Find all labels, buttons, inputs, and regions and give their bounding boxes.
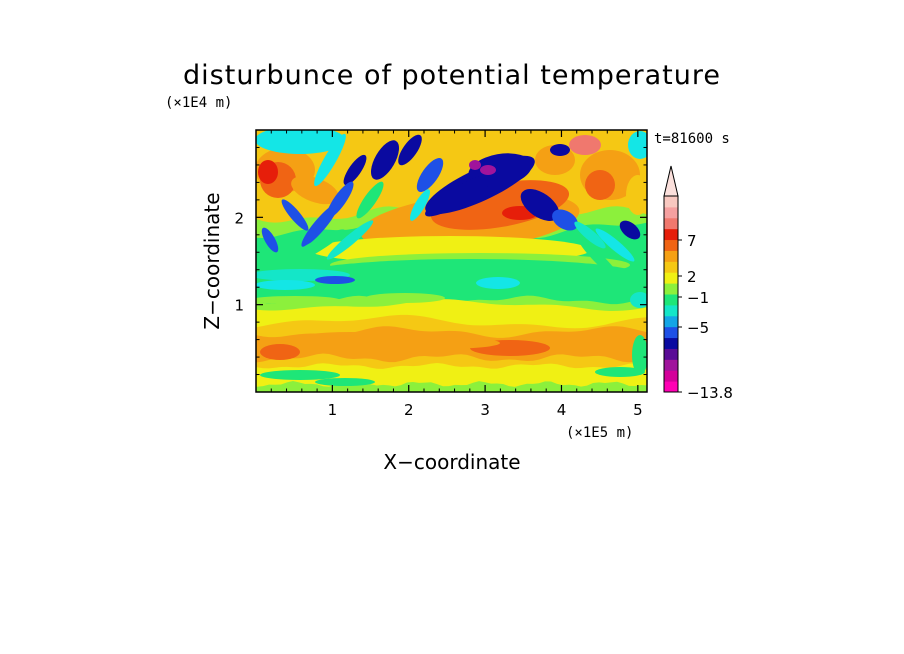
colorbar: 7 2 −1 −5 −13.8 bbox=[663, 165, 733, 402]
colorbar-segment bbox=[664, 206, 678, 219]
contour-cell bbox=[616, 274, 644, 286]
contour-cell bbox=[356, 181, 384, 219]
contour-cell bbox=[480, 165, 496, 175]
contour-cell bbox=[326, 220, 374, 260]
colorbar-label: 7 bbox=[687, 232, 697, 250]
y-tick-label: 1 bbox=[234, 297, 244, 315]
contour-cell bbox=[628, 131, 647, 159]
colorbar-segment bbox=[664, 261, 678, 273]
x-tick-label: 2 bbox=[404, 401, 414, 419]
contour-cell bbox=[258, 160, 278, 184]
colorbar-segment bbox=[664, 250, 678, 262]
contour-cell bbox=[550, 334, 630, 346]
contour-cell bbox=[578, 238, 622, 282]
contour-cell bbox=[574, 221, 606, 249]
x-axis: 1 2 3 4 5 bbox=[270, 130, 643, 419]
colorbar-segment bbox=[664, 381, 678, 393]
contour-cell bbox=[343, 154, 367, 186]
colorbar-label: −1 bbox=[687, 289, 709, 307]
x-axis-unit: (×1E5 m) bbox=[566, 425, 633, 441]
contour-cell bbox=[410, 189, 430, 221]
x-tick-label: 5 bbox=[633, 401, 643, 419]
contour-cell bbox=[315, 276, 355, 284]
contour-cell bbox=[416, 157, 444, 193]
contour-cell bbox=[260, 344, 300, 360]
contour-cell bbox=[315, 378, 375, 386]
colorbar-segment bbox=[664, 228, 678, 241]
contour-cell bbox=[520, 189, 560, 221]
x-tick-label: 4 bbox=[557, 401, 567, 419]
contour-cell bbox=[256, 130, 345, 154]
colorbar-segment bbox=[664, 217, 678, 230]
contour-cell bbox=[314, 133, 346, 187]
contour-cell bbox=[261, 227, 279, 253]
contour-cell bbox=[626, 175, 647, 215]
y-axis-unit: (×1E4 m) bbox=[165, 95, 232, 111]
plot-frame bbox=[255, 129, 648, 393]
plot-area bbox=[256, 130, 647, 392]
contour-cell bbox=[595, 228, 635, 262]
y-tick-label: 2 bbox=[234, 209, 244, 227]
colorbar-segment bbox=[664, 196, 678, 208]
contour-cell bbox=[569, 135, 601, 155]
contour-cells bbox=[256, 130, 647, 386]
x-tick-label: 1 bbox=[328, 401, 338, 419]
colorbar-label: −5 bbox=[687, 319, 709, 337]
x-tick-label: 3 bbox=[480, 401, 490, 419]
y-axis: 12 bbox=[234, 146, 647, 376]
contour-cell bbox=[371, 140, 399, 180]
y-axis-label: Z−coordinate bbox=[200, 192, 224, 329]
contour-cell bbox=[550, 144, 570, 156]
contour-cell bbox=[291, 175, 339, 205]
contour-cell bbox=[469, 160, 481, 170]
colorbar-segment bbox=[664, 294, 678, 306]
colorbar-segment bbox=[664, 337, 678, 349]
colorbar-segment bbox=[664, 315, 678, 328]
colorbar-segment bbox=[664, 348, 678, 360]
colorbar-label: −13.8 bbox=[687, 384, 733, 402]
contour-cell bbox=[619, 220, 641, 240]
time-label: t=81600 s bbox=[654, 131, 730, 147]
contour-cell bbox=[260, 370, 340, 380]
contour-cell bbox=[275, 229, 345, 271]
colorbar-segment bbox=[664, 370, 678, 382]
contour-cell bbox=[300, 259, 640, 291]
contour-cell bbox=[630, 292, 647, 308]
x-axis-label: X−coordinate bbox=[383, 450, 520, 474]
contour-cell bbox=[398, 134, 422, 166]
contour-cell bbox=[281, 199, 309, 231]
colorbar-segment bbox=[664, 239, 678, 251]
contour-cell bbox=[365, 293, 445, 303]
contour-cell bbox=[585, 170, 615, 200]
contour-cell bbox=[552, 209, 578, 231]
colorbar-extend-arrow bbox=[663, 165, 679, 197]
colorbar-segment bbox=[664, 359, 678, 371]
colorbar-segment bbox=[664, 326, 678, 339]
contour-cell bbox=[380, 337, 500, 349]
contour-cell bbox=[256, 296, 340, 304]
chart-title: disturbunce of potential temperature bbox=[183, 60, 721, 91]
contour-cell bbox=[425, 173, 495, 217]
colorbar-frame bbox=[663, 195, 679, 393]
colorbar-segment bbox=[664, 283, 678, 295]
contour-cell bbox=[301, 203, 339, 247]
colorbar-label: 2 bbox=[687, 268, 697, 286]
contour-cell bbox=[290, 332, 410, 348]
colorbar-segment bbox=[664, 304, 678, 317]
contour-cell bbox=[476, 277, 520, 289]
colorbar-segment bbox=[664, 272, 678, 284]
contour-cell bbox=[256, 280, 315, 290]
contour-cell bbox=[632, 335, 647, 375]
contour-cell bbox=[595, 367, 645, 377]
